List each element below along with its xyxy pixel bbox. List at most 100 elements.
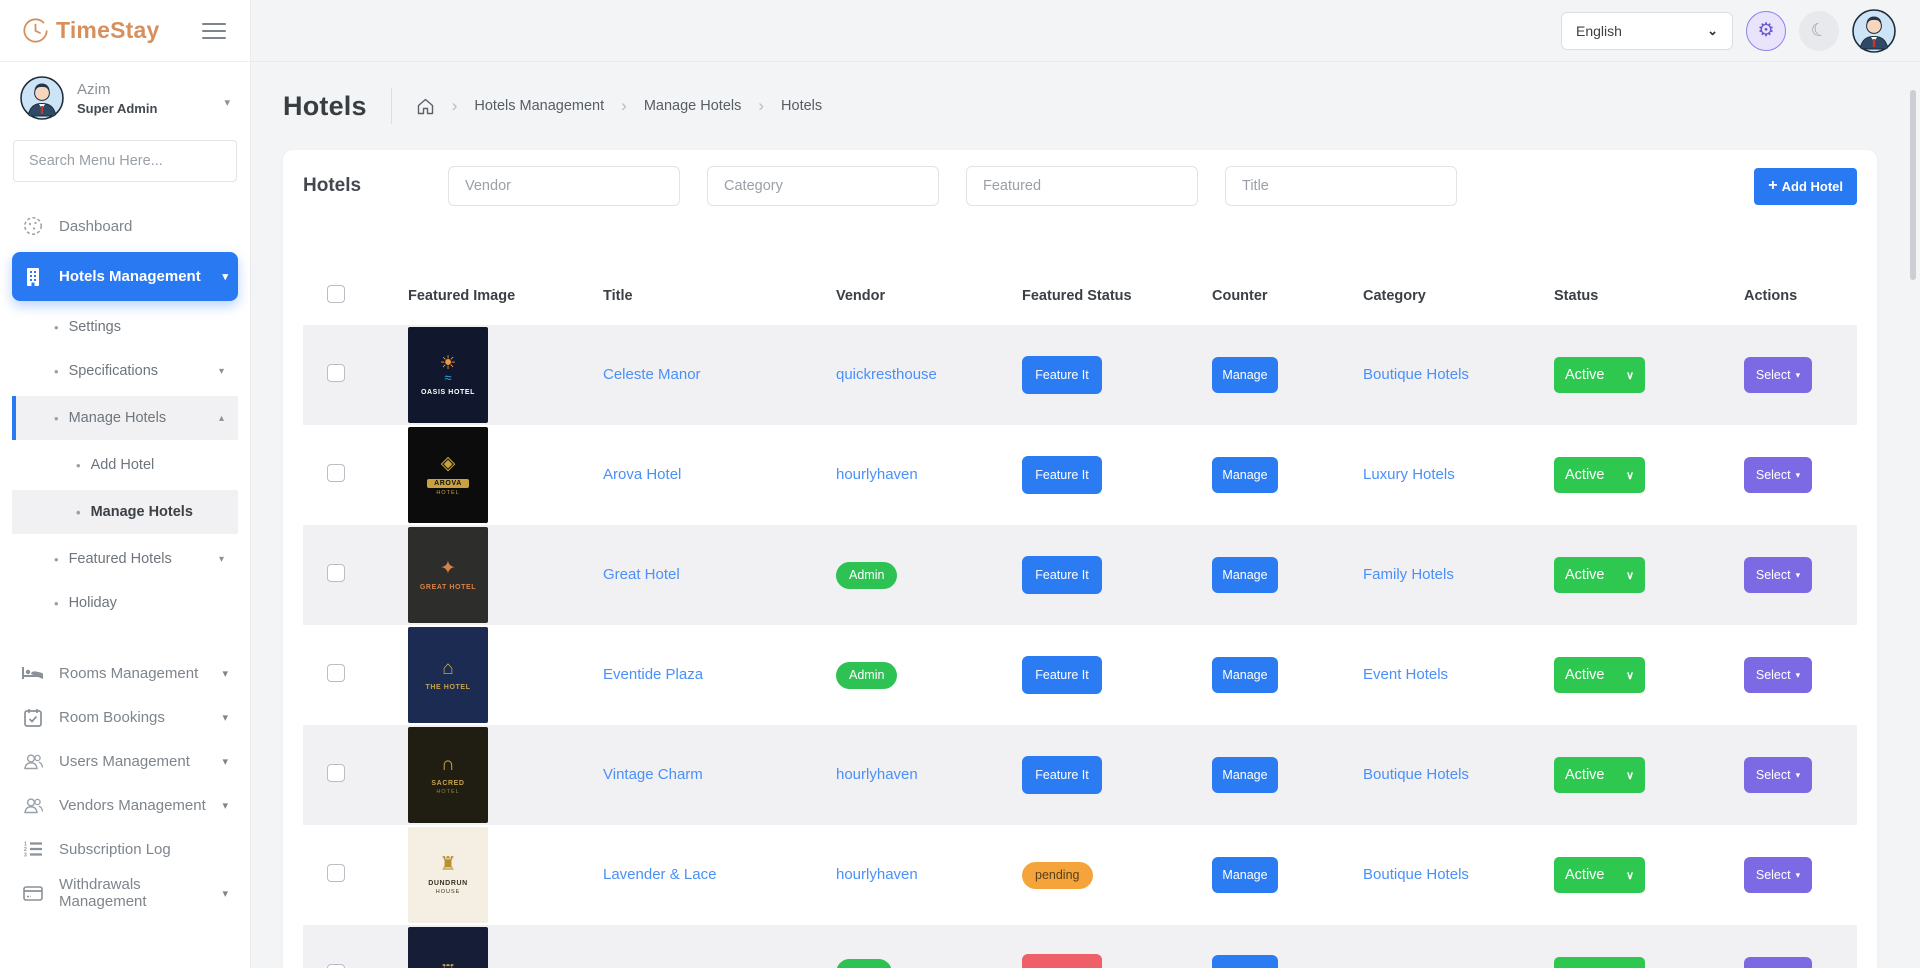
- caret-down-icon: ▾: [1796, 870, 1801, 881]
- select-all-checkbox[interactable]: [327, 285, 345, 303]
- sidebar-item-holiday[interactable]: •Holiday: [12, 581, 238, 625]
- status-select[interactable]: Active ∨: [1554, 757, 1645, 793]
- status-select[interactable]: Active ∨: [1554, 557, 1645, 593]
- vendor-link[interactable]: hourlyhaven: [836, 766, 918, 783]
- row-checkbox[interactable]: [327, 564, 345, 582]
- row-checkbox[interactable]: [327, 664, 345, 682]
- row-select-button[interactable]: Select ▾: [1744, 557, 1812, 593]
- settings-button[interactable]: ⚙: [1746, 11, 1786, 51]
- feature-it-button[interactable]: Feature It: [1022, 756, 1102, 794]
- hotel-title-link[interactable]: Lavender & Lace: [603, 866, 716, 883]
- caret-down-icon: ▾: [1796, 770, 1801, 781]
- status-select[interactable]: Active ∨: [1554, 857, 1645, 893]
- row-checkbox[interactable]: [327, 764, 345, 782]
- sidebar-item-featured-hotels[interactable]: •Featured Hotels▾: [12, 537, 238, 581]
- manage-counter-button[interactable]: Manage: [1212, 557, 1278, 593]
- sidebar-item-specifications[interactable]: •Specifications▾: [12, 349, 238, 393]
- dark-mode-button[interactable]: ☾: [1799, 11, 1839, 51]
- manage-counter-button[interactable]: [1212, 955, 1278, 968]
- status-select[interactable]: ∨: [1554, 957, 1645, 968]
- hotel-featured-image[interactable]: ◈ AROVA HOTEL: [408, 427, 488, 523]
- search-input[interactable]: [29, 153, 221, 169]
- hotel-title-link[interactable]: Arova Hotel: [603, 466, 681, 483]
- add-hotel-button[interactable]: + Add Hotel: [1754, 168, 1857, 205]
- home-icon[interactable]: [416, 97, 435, 116]
- sidebar-item-add-hotel[interactable]: •Add Hotel: [12, 443, 238, 487]
- featured-filter-input[interactable]: [966, 166, 1198, 206]
- feature-it-button[interactable]: Feature It: [1022, 656, 1102, 694]
- user-menu[interactable]: Azim Super Admin ▾: [0, 62, 250, 132]
- row-select-button[interactable]: Select ▾: [1744, 857, 1812, 893]
- vendor-filter-input[interactable]: [448, 166, 680, 206]
- hotel-featured-image[interactable]: ☀ ≈ OASIS HOTEL: [408, 327, 488, 423]
- sidebar-item-withdrawals-management[interactable]: Withdrawals Management ▾: [12, 871, 238, 915]
- sidebar-item-vendors-management[interactable]: Vendors Management ▾: [12, 783, 238, 827]
- caret-down-icon: ▾: [1796, 570, 1801, 581]
- language-select[interactable]: English ⌄: [1561, 12, 1733, 50]
- category-link[interactable]: Family Hotels: [1363, 566, 1454, 583]
- chevron-up-icon: ▴: [219, 413, 224, 424]
- sidebar-item-manage-hotels[interactable]: •Manage Hotels▴: [12, 396, 238, 440]
- brand-logo[interactable]: TimeStay: [22, 17, 159, 44]
- feature-it-button[interactable]: Feature It: [1022, 456, 1102, 494]
- feature-it-button[interactable]: Feature It: [1022, 356, 1102, 394]
- hotel-title-link[interactable]: Great Hotel: [603, 566, 680, 583]
- vendor-link[interactable]: hourlyhaven: [836, 466, 918, 483]
- category-link[interactable]: Boutique Hotels: [1363, 866, 1469, 883]
- sidebar-item-settings[interactable]: •Settings: [12, 305, 238, 349]
- row-checkbox[interactable]: [327, 864, 345, 882]
- vendor-admin-badge: Admin: [836, 662, 897, 689]
- hotel-title-link[interactable]: Eventide Plaza: [603, 666, 703, 683]
- hotel-logo-glyph: ◈: [441, 454, 456, 474]
- category-link[interactable]: Event Hotels: [1363, 666, 1448, 683]
- scrollbar-thumb[interactable]: [1910, 90, 1916, 280]
- title-filter-input[interactable]: [1225, 166, 1457, 206]
- row-select-button[interactable]: Select ▾: [1744, 357, 1812, 393]
- hotel-title-link[interactable]: Celeste Manor: [603, 366, 701, 383]
- row-select-button[interactable]: Select ▾: [1744, 757, 1812, 793]
- feature-it-button[interactable]: Feature It: [1022, 556, 1102, 594]
- topbar-avatar[interactable]: [1852, 9, 1896, 53]
- manage-counter-button[interactable]: Manage: [1212, 857, 1278, 893]
- sidebar-item-manage-hotels-current[interactable]: •Manage Hotels: [12, 490, 238, 534]
- sidebar-item-users-management[interactable]: Users Management ▾: [12, 739, 238, 783]
- hotel-featured-image[interactable]: ⌂ THE HOTEL: [408, 627, 488, 723]
- row-select-button[interactable]: Select ▾: [1744, 457, 1812, 493]
- hotel-featured-image[interactable]: ♜ DUNDRUN HOUSE: [408, 827, 488, 923]
- sidebar-item-subscription-log[interactable]: 123 Subscription Log: [12, 827, 238, 871]
- row-checkbox[interactable]: [327, 464, 345, 482]
- row-select-button[interactable]: Select ▾: [1744, 657, 1812, 693]
- status-select[interactable]: Active ∨: [1554, 657, 1645, 693]
- hotel-title-link[interactable]: Vintage Charm: [603, 766, 703, 783]
- manage-counter-button[interactable]: Manage: [1212, 357, 1278, 393]
- hotel-featured-image[interactable]: ∩ SACRED HOTEL: [408, 727, 488, 823]
- row-checkbox[interactable]: [327, 964, 345, 968]
- sidebar-item-dashboard[interactable]: Dashboard: [12, 204, 238, 248]
- breadcrumb-hotels-management[interactable]: Hotels Management: [474, 98, 604, 114]
- hotel-featured-image[interactable]: ✦ GREAT HOTEL: [408, 527, 488, 623]
- hamburger-icon[interactable]: [198, 19, 230, 43]
- category-link[interactable]: Boutique Hotels: [1363, 366, 1469, 383]
- manage-counter-button[interactable]: Manage: [1212, 757, 1278, 793]
- row-checkbox[interactable]: [327, 364, 345, 382]
- category-link[interactable]: Boutique Hotels: [1363, 766, 1469, 783]
- hotel-featured-image[interactable]: ♖: [408, 927, 488, 968]
- vendor-link[interactable]: quickresthouse: [836, 366, 937, 383]
- status-select[interactable]: Active ∨: [1554, 457, 1645, 493]
- breadcrumb-separator: ›: [621, 96, 627, 116]
- remove-feature-button[interactable]: [1022, 954, 1102, 968]
- sidebar-item-hotels-management[interactable]: Hotels Management ▾: [12, 252, 238, 301]
- sidebar-item-room-bookings[interactable]: Room Bookings ▾: [12, 695, 238, 739]
- clock-logo-icon: [22, 17, 49, 44]
- manage-counter-button[interactable]: Manage: [1212, 657, 1278, 693]
- category-link[interactable]: Luxury Hotels: [1363, 466, 1455, 483]
- breadcrumb-manage-hotels[interactable]: Manage Hotels: [644, 98, 742, 114]
- status-select[interactable]: Active ∨: [1554, 357, 1645, 393]
- col-category: Category: [1363, 288, 1554, 304]
- row-select-button[interactable]: ▾: [1744, 957, 1812, 968]
- sidebar-item-rooms-management[interactable]: Rooms Management ▾: [12, 651, 238, 695]
- manage-counter-button[interactable]: Manage: [1212, 457, 1278, 493]
- vendor-link[interactable]: hourlyhaven: [836, 866, 918, 883]
- sidebar-search[interactable]: [13, 140, 237, 182]
- category-filter-input[interactable]: [707, 166, 939, 206]
